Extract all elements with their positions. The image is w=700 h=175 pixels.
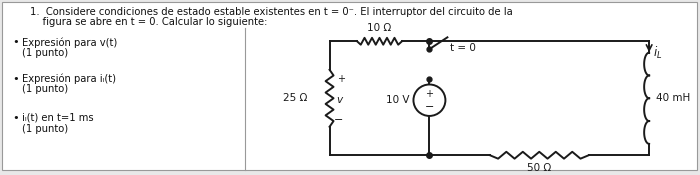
Text: 40 mH: 40 mH	[656, 93, 690, 103]
Text: 1.  Considere condiciones de estado estable existentes en t = 0⁻. El interruptor: 1. Considere condiciones de estado estab…	[30, 7, 512, 17]
Text: figura se abre en t = 0. Calcular lo siguiente:: figura se abre en t = 0. Calcular lo sig…	[30, 17, 267, 27]
Text: •: •	[12, 74, 19, 84]
Text: +: +	[337, 74, 344, 84]
Text: −: −	[334, 115, 343, 125]
Text: $i_L$: $i_L$	[653, 45, 662, 61]
Text: 25 Ω: 25 Ω	[284, 93, 307, 103]
Text: (1 punto): (1 punto)	[22, 124, 68, 134]
Text: (1 punto): (1 punto)	[22, 85, 68, 94]
Text: iₗ(t) en t=1 ms: iₗ(t) en t=1 ms	[22, 113, 94, 123]
Text: •: •	[12, 113, 19, 123]
Text: •: •	[12, 37, 19, 47]
FancyBboxPatch shape	[2, 2, 697, 170]
Text: +: +	[426, 89, 433, 99]
Text: 10 Ω: 10 Ω	[368, 23, 391, 33]
Text: −: −	[425, 102, 434, 112]
Text: (1 punto): (1 punto)	[22, 48, 68, 58]
Text: t = 0: t = 0	[450, 43, 476, 53]
Text: Expresión para iₗ(t): Expresión para iₗ(t)	[22, 74, 116, 84]
Text: v: v	[337, 95, 343, 105]
Text: 10 V: 10 V	[386, 95, 410, 105]
Text: Expresión para v(t): Expresión para v(t)	[22, 37, 117, 48]
Text: 50 Ω: 50 Ω	[527, 163, 552, 173]
